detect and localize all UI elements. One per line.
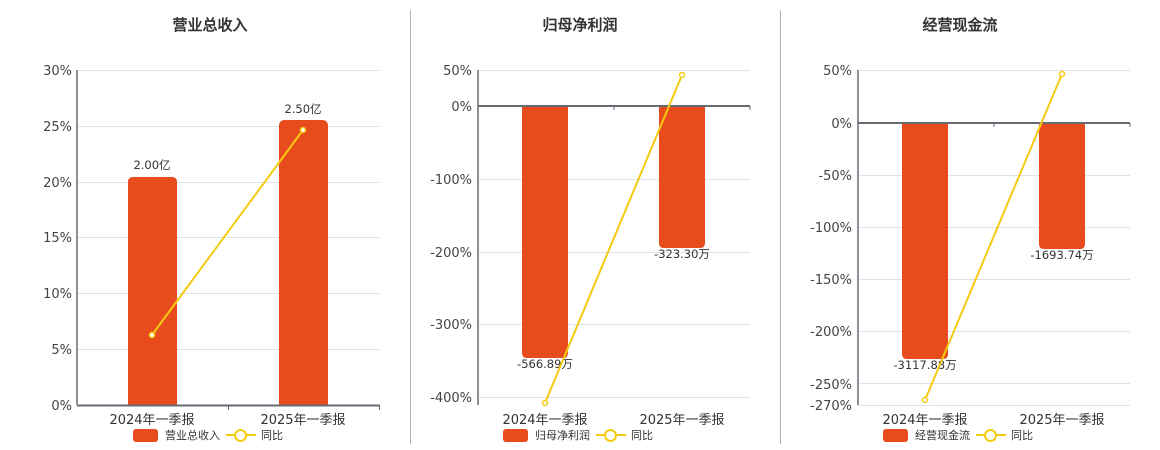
chart-legend: 归母净利润 同比 [503,427,653,443]
bar-2025q1 [279,120,328,405]
y-tick: 10% [43,287,72,302]
y-tick: 50% [443,64,472,79]
line-point [148,331,156,339]
y-tick: -100% [430,173,472,188]
y-tick: -100% [810,221,852,236]
chart-panel-revenue: 营业总收入 30% 25% 20% 15% 10% 5% 0% 2. [0,0,400,450]
legend-line-marker-icon[interactable] [226,427,256,443]
y-tick: -300% [430,318,472,333]
x-tick: 2024年一季报 [502,413,587,428]
x-tick: 2024年一季报 [882,413,967,428]
line-point [678,71,686,79]
bar-2024q1 [522,106,568,358]
legend-line-marker-icon[interactable] [976,427,1006,443]
bar-value-label: -1693.74万 [1030,248,1093,262]
bar-value-label: -3117.88万 [893,358,956,372]
y-tick: -200% [810,325,852,340]
bar-value-label: 2.00亿 [133,158,170,172]
x-tick: 2025年一季报 [639,413,724,428]
legend-bar-label[interactable]: 归母净利润 [535,429,590,442]
line-point [299,126,307,134]
x-tick: 2024年一季报 [109,413,194,428]
legend-line-label[interactable]: 同比 [1011,429,1033,442]
legend-bar-swatch-icon[interactable] [133,428,158,442]
legend-bar-swatch-icon[interactable] [503,428,528,442]
y-tick: -270% [810,399,852,414]
y-tick: 0% [51,399,72,414]
legend-line-label[interactable]: 同比 [261,429,283,442]
chart-title: 归母净利润 [542,16,618,34]
bar-2025q1 [1039,123,1085,249]
bar-value-label: 2.50亿 [284,102,321,116]
chart-legend: 营业总收入 同比 [133,427,283,443]
legend-bar-swatch-icon[interactable] [883,428,908,442]
chart-plot: 30% 25% 20% 15% 10% 5% 0% 2.00亿 2.50亿 20… [43,64,380,428]
panel-divider [780,10,781,444]
chart-plot: 50% 0% -100% -200% -300% -400% -566.89万 … [430,64,751,428]
bar-2025q1 [659,106,705,248]
x-tick: 2025年一季报 [1019,413,1104,428]
y-tick: 20% [43,176,72,191]
line-point [1058,70,1066,78]
bar-value-label: -323.30万 [654,247,710,261]
x-tick: 2025年一季报 [260,413,345,428]
bar-2024q1 [128,177,177,405]
chart-panel-net-profit: 归母净利润 50% 0% -100% -200% -300% -400% -56… [430,16,751,443]
bar-2024q1 [902,123,948,359]
y-tick: 25% [43,120,72,135]
legend-line-label[interactable]: 同比 [631,429,653,442]
y-tick: -50% [818,169,852,184]
y-tick: -200% [430,246,472,261]
line-point [921,396,929,404]
line-point [541,399,549,407]
y-tick: -150% [810,273,852,288]
y-tick: -400% [430,391,472,406]
legend-bar-label[interactable]: 营业总收入 [165,429,220,442]
chart-title: 经营现金流 [922,16,998,34]
y-tick: 5% [51,343,72,358]
y-tick: 30% [43,64,72,79]
y-tick: 50% [823,64,852,79]
chart-legend: 经营现金流 同比 [883,427,1033,443]
legend-line-marker-icon[interactable] [596,427,626,443]
y-tick: -250% [810,378,852,393]
y-tick: 0% [831,117,852,132]
panel-divider [410,10,411,444]
legend-bar-label[interactable]: 经营现金流 [915,429,970,442]
y-tick: 0% [451,100,472,115]
chart-title: 营业总收入 [172,16,248,34]
y-tick: 15% [43,231,72,246]
